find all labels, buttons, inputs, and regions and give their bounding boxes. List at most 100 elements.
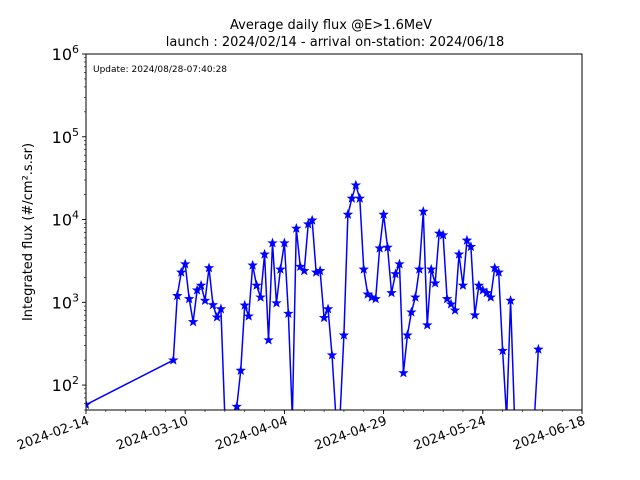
data-point-star xyxy=(221,413,230,421)
data-point-star xyxy=(211,311,223,322)
data-point-star xyxy=(465,241,477,252)
data-point-star xyxy=(370,293,381,304)
y-tick-label: 105 xyxy=(52,126,79,147)
data-point-star xyxy=(295,261,306,272)
data-point-star xyxy=(445,298,457,309)
data-point-star xyxy=(426,263,437,274)
data-point-star xyxy=(530,413,539,421)
data-point-star xyxy=(239,299,250,310)
x-axis: 2024-02-14 2024-03-10 2024-04-04 2024-04-29… xyxy=(15,410,587,454)
y-tick-exponent: 3 xyxy=(72,291,79,304)
data-point-star xyxy=(228,413,237,421)
data-point-star xyxy=(318,312,330,323)
data-point-star xyxy=(283,308,294,319)
data-point-star xyxy=(505,295,516,305)
x-tick-label: 2024-02-14 xyxy=(15,414,91,454)
data-point-star xyxy=(342,209,354,219)
data-point-star xyxy=(473,279,485,290)
x-tick-label: 2024-03-10 xyxy=(114,414,190,454)
data-point-star xyxy=(168,354,179,365)
data-point-star xyxy=(497,345,508,356)
data-point-star xyxy=(394,258,405,269)
update-annotation: Update: 2024/08/28-07:40:28 xyxy=(93,65,227,75)
y-tick-label: 103 xyxy=(52,291,79,312)
data-point-star xyxy=(271,297,282,308)
y-tick-exponent: 6 xyxy=(72,43,79,56)
data-point-star xyxy=(231,401,242,410)
data-point-star xyxy=(441,293,453,304)
data-point-star xyxy=(469,309,481,320)
data-point-star xyxy=(493,266,504,277)
data-point-star xyxy=(207,299,219,310)
data-point-star xyxy=(332,413,341,421)
data-point-star xyxy=(199,295,211,305)
y-axis-label: Integrated flux (#/cm².s.sr) xyxy=(21,143,36,321)
chart-subtitle: launch : 2024/02/14 - arrival on-station… xyxy=(166,35,504,50)
data-point-star xyxy=(259,248,270,259)
data-point-star xyxy=(410,291,421,302)
data-point-star xyxy=(485,291,496,302)
data-point-star xyxy=(437,229,449,240)
data-point-star xyxy=(414,263,425,274)
data-point-star xyxy=(215,303,227,314)
data-point-star xyxy=(461,234,473,245)
series-layer xyxy=(86,179,544,421)
data-point-star xyxy=(187,316,199,327)
data-point-star xyxy=(374,242,385,253)
data-point-star xyxy=(338,329,350,340)
data-point-star xyxy=(180,258,191,269)
data-point-star xyxy=(422,319,433,330)
data-point-star xyxy=(255,291,266,302)
data-point-star xyxy=(314,265,326,276)
y-tick-label: 106 xyxy=(52,43,79,64)
data-point-star xyxy=(378,209,389,219)
data-point-star xyxy=(449,304,461,315)
data-point-star xyxy=(398,367,409,378)
data-point-star xyxy=(354,192,366,203)
data-point-star xyxy=(429,277,441,288)
y-tick-base: 10 xyxy=(52,45,72,64)
data-point-star xyxy=(279,237,290,248)
data-point-star xyxy=(326,349,338,360)
x-tick-label: 2024-04-04 xyxy=(214,414,290,454)
data-point-star xyxy=(275,263,286,274)
data-point-star xyxy=(183,293,195,304)
data-point-star xyxy=(350,179,362,190)
y-tick-exponent: 4 xyxy=(72,209,79,222)
data-point-star xyxy=(457,279,469,290)
data-point-star xyxy=(418,206,429,216)
data-point-star xyxy=(386,287,397,298)
y-tick-label: 102 xyxy=(52,374,79,395)
plot-frame xyxy=(85,53,583,411)
x-tick-label: 2024-05-24 xyxy=(412,414,488,454)
data-point-star xyxy=(235,365,246,375)
data-point-star xyxy=(203,262,215,273)
data-point-star xyxy=(358,263,369,274)
y-tick-label: 104 xyxy=(52,209,79,230)
y-tick-base: 10 xyxy=(52,293,72,312)
data-point-star xyxy=(267,237,278,248)
data-point-star xyxy=(322,303,334,314)
data-point-star xyxy=(195,279,207,290)
data-point-star xyxy=(336,413,345,421)
data-point-star xyxy=(299,265,310,276)
data-point-star xyxy=(191,284,203,295)
data-point-star xyxy=(247,259,258,270)
data-point-star xyxy=(176,266,187,277)
data-point-star xyxy=(489,262,500,273)
data-point-star xyxy=(453,248,465,259)
x-tick-label: 2024-06-18 xyxy=(511,414,587,454)
y-tick-base: 10 xyxy=(52,376,72,395)
x-tick-label: 2024-04-29 xyxy=(313,414,389,454)
data-point-star xyxy=(533,343,544,354)
y-tick-exponent: 5 xyxy=(72,126,79,139)
data-point-star xyxy=(243,310,254,321)
data-point-star xyxy=(510,413,519,421)
data-point-star xyxy=(502,413,511,421)
data-point-star xyxy=(86,399,92,410)
y-tick-base: 10 xyxy=(52,211,72,230)
data-point-star xyxy=(291,222,302,233)
data-point-star xyxy=(406,306,417,317)
